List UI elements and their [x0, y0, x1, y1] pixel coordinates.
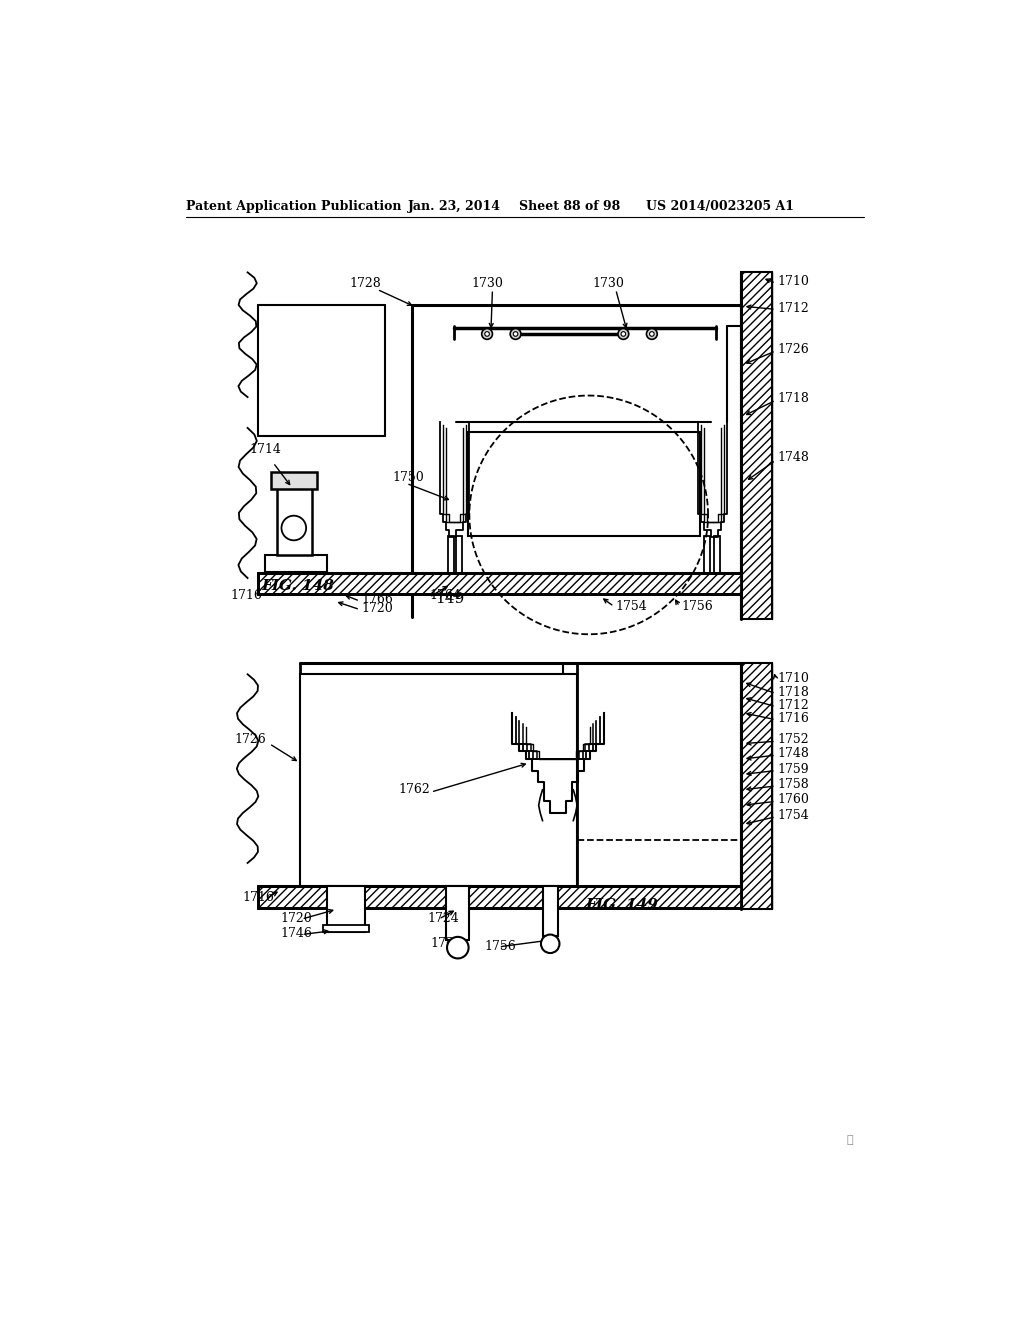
Circle shape — [513, 331, 518, 337]
Bar — [705, 536, 711, 582]
Text: 149: 149 — [435, 591, 464, 606]
Circle shape — [510, 329, 521, 339]
Bar — [446, 886, 469, 940]
Text: 1759: 1759 — [777, 763, 809, 776]
Text: 1724: 1724 — [427, 912, 459, 925]
Text: 1746: 1746 — [281, 927, 312, 940]
Bar — [468, 432, 699, 536]
Circle shape — [481, 329, 493, 339]
Text: 1748: 1748 — [777, 747, 809, 760]
Text: 1716: 1716 — [777, 711, 809, 725]
Bar — [447, 536, 454, 582]
Text: 1712: 1712 — [777, 302, 809, 315]
Text: 1726: 1726 — [777, 343, 809, 356]
Circle shape — [484, 331, 489, 337]
Bar — [543, 886, 558, 936]
Text: FIG. 148: FIG. 148 — [261, 578, 334, 593]
Bar — [741, 663, 772, 909]
Text: 1758: 1758 — [777, 777, 809, 791]
Bar — [741, 272, 772, 619]
Text: FIG. 149: FIG. 149 — [585, 899, 657, 912]
Text: 1764: 1764 — [429, 589, 461, 602]
Text: 1712: 1712 — [777, 698, 809, 711]
Text: 1756: 1756 — [484, 940, 516, 953]
Circle shape — [646, 329, 657, 339]
Bar — [323, 924, 370, 932]
Text: 1750: 1750 — [392, 471, 424, 484]
Text: 1730: 1730 — [471, 277, 503, 289]
Text: 1718: 1718 — [777, 392, 809, 405]
Text: 1714: 1714 — [250, 444, 282, 455]
Bar — [327, 886, 366, 932]
Bar — [270, 471, 316, 488]
Circle shape — [541, 935, 559, 953]
Text: 1756: 1756 — [681, 601, 713, 612]
Text: 1716: 1716 — [230, 589, 262, 602]
Circle shape — [447, 937, 469, 958]
Text: 1754: 1754 — [777, 809, 809, 822]
Text: US 2014/0023205 A1: US 2014/0023205 A1 — [646, 199, 795, 213]
Text: 1718: 1718 — [777, 685, 809, 698]
Text: Jan. 23, 2014: Jan. 23, 2014 — [408, 199, 501, 213]
Text: 1754: 1754 — [431, 937, 463, 950]
Text: 1728: 1728 — [349, 277, 381, 290]
Text: 1710: 1710 — [777, 275, 809, 288]
Bar — [258, 573, 741, 594]
Text: 1716: 1716 — [243, 891, 274, 904]
Circle shape — [649, 331, 654, 337]
Text: Sheet 88 of 98: Sheet 88 of 98 — [519, 199, 621, 213]
Text: 1762: 1762 — [398, 783, 430, 796]
Text: 1760: 1760 — [777, 793, 809, 807]
Text: 1726: 1726 — [234, 733, 266, 746]
Text: 1720: 1720 — [281, 912, 312, 925]
Bar — [265, 554, 327, 572]
Bar — [276, 486, 311, 554]
Text: 1730: 1730 — [592, 277, 624, 289]
Bar — [714, 536, 720, 582]
Text: 1754: 1754 — [615, 601, 647, 612]
Text: 1752: 1752 — [777, 733, 809, 746]
Bar — [258, 886, 741, 908]
Circle shape — [621, 331, 626, 337]
Text: 1748: 1748 — [777, 450, 809, 463]
Text: 1720: 1720 — [361, 602, 393, 615]
Text: 1710: 1710 — [777, 672, 809, 685]
Text: ⏎: ⏎ — [847, 1135, 853, 1146]
Circle shape — [617, 329, 629, 339]
Bar — [457, 536, 463, 582]
Circle shape — [282, 516, 306, 540]
Text: 1766: 1766 — [361, 593, 393, 606]
Text: Patent Application Publication: Patent Application Publication — [186, 199, 401, 213]
Bar — [300, 675, 578, 886]
